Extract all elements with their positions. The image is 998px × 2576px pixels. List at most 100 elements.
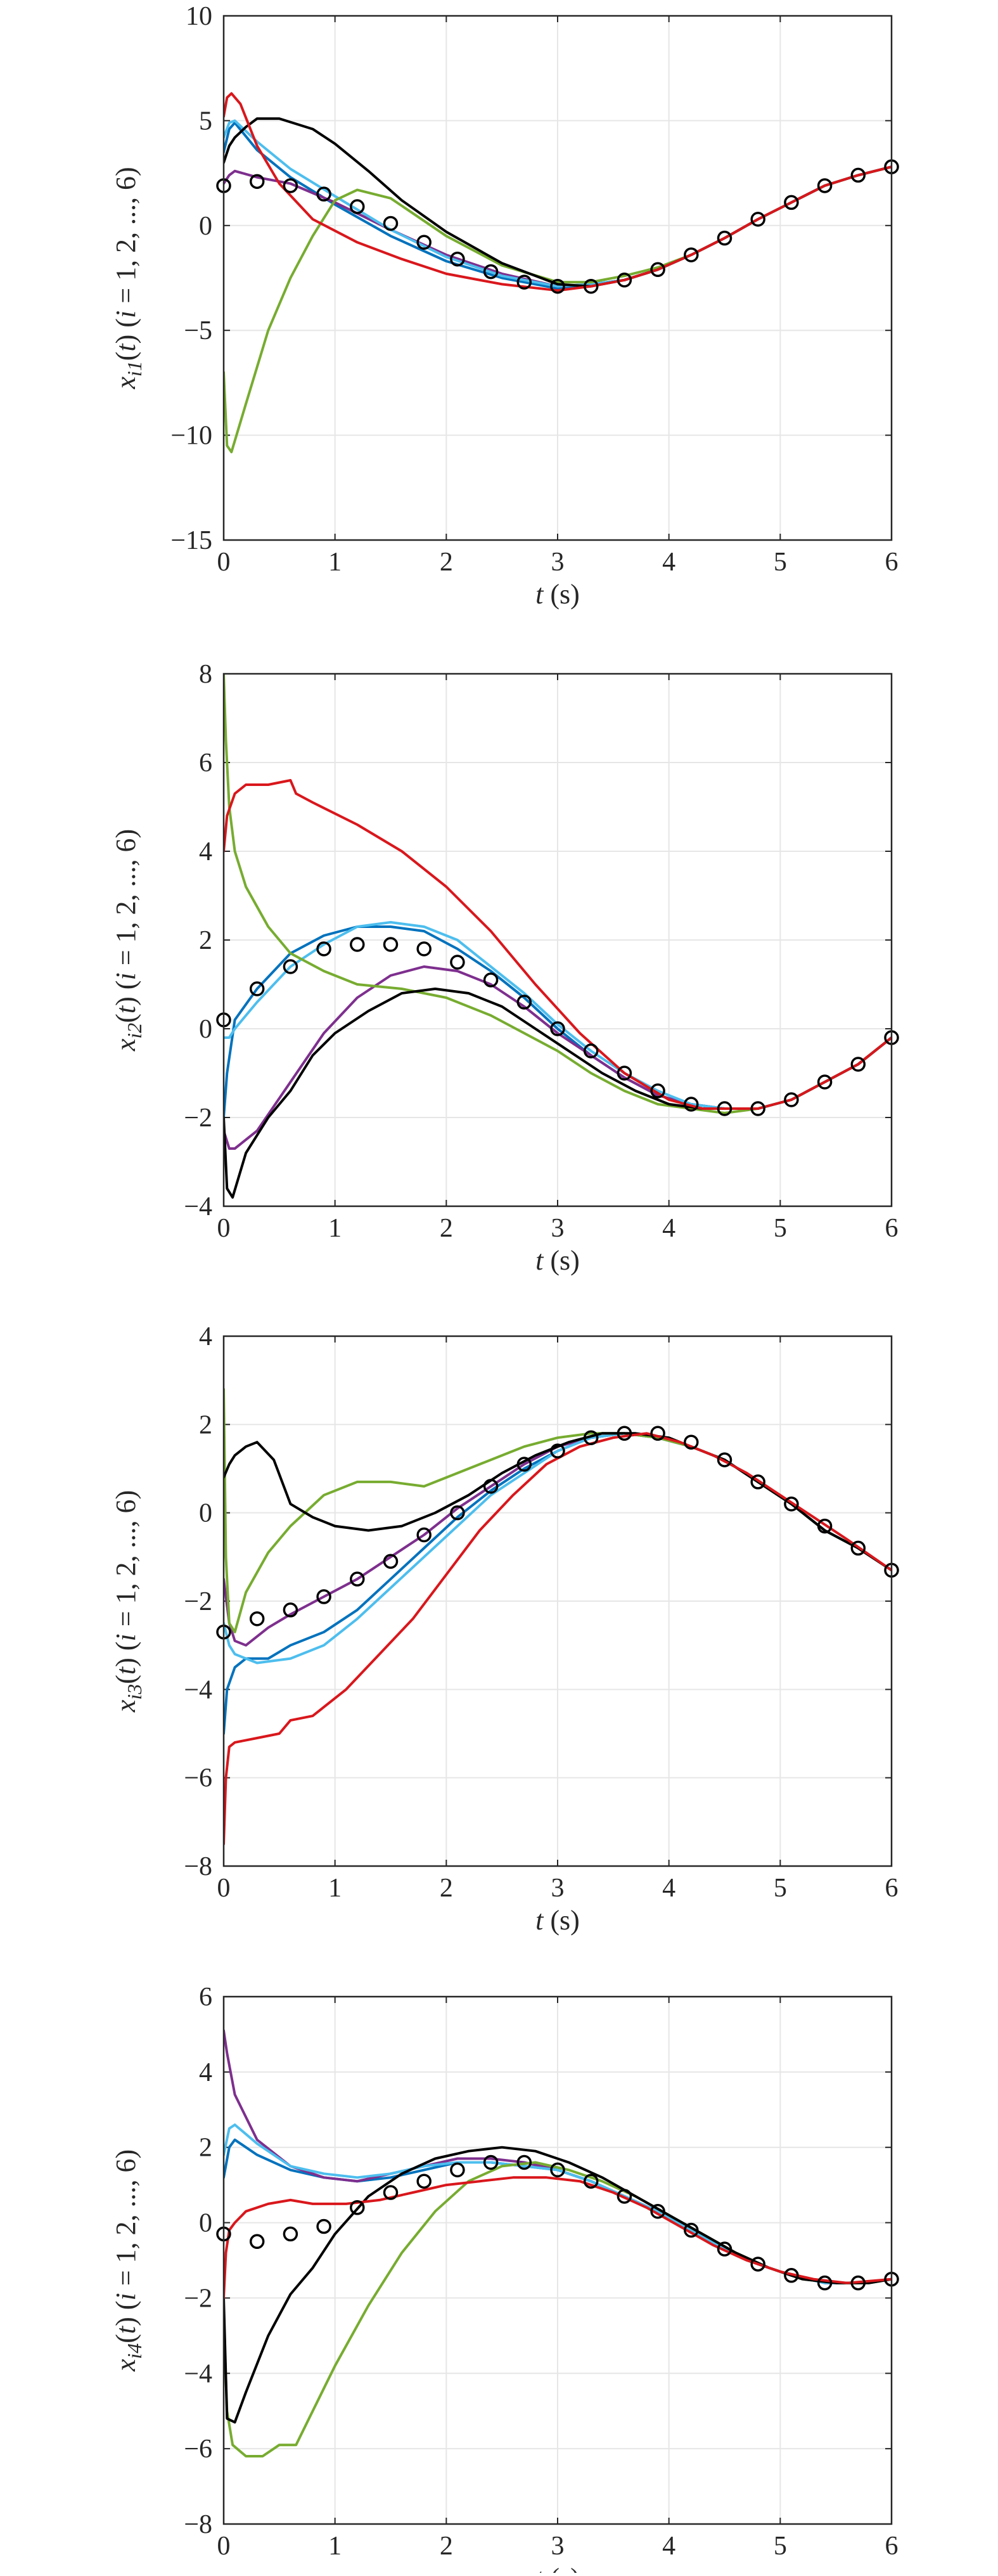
- y-tick-label: 2: [199, 1410, 212, 1439]
- x-tick-label: 0: [217, 548, 231, 577]
- x-tick-label: 6: [885, 548, 899, 577]
- x-tick-label: 3: [551, 2532, 565, 2561]
- reference-marker: [350, 1571, 365, 1587]
- reference-marker: [817, 1074, 833, 1090]
- y-tick-label: 6: [199, 1983, 212, 2012]
- y-tick-label: 0: [199, 212, 212, 241]
- reference-marker: [249, 981, 265, 996]
- reference-marker: [416, 235, 432, 250]
- chart-panel-3: 0 1 2 3 4 5 6 4 2 0 −2 −4 −6 −8 t (s) xi3(t) (i = 1, 2,…: [110, 1322, 899, 1936]
- x-axis-label: t (s): [535, 1245, 580, 1276]
- reference-marker: [249, 2234, 265, 2250]
- reference-marker: [684, 247, 699, 262]
- reference-marker: [316, 1589, 331, 1604]
- reference-marker: [583, 1430, 599, 1445]
- reference-marker: [483, 264, 499, 280]
- x-tick-label: 0: [217, 1874, 231, 1903]
- axes-frame: [222, 673, 893, 1208]
- reference-marker: [516, 2154, 532, 2170]
- y-tick-label: −2: [184, 1104, 212, 1133]
- y-tick-label: −10: [170, 422, 212, 451]
- reference-marker: [516, 995, 532, 1010]
- x-tick-label: 5: [774, 2532, 787, 2561]
- x-tick-label: 3: [551, 1214, 565, 1243]
- series-group: [224, 674, 892, 1199]
- reference-marker: [316, 186, 331, 202]
- reference-marker: [283, 1602, 298, 1618]
- x-tick-label: 2: [440, 2532, 453, 2561]
- series-line-6: [224, 2176, 892, 2300]
- reference-marker: [316, 941, 331, 956]
- x-tick-label: 1: [328, 2532, 342, 2561]
- reference-marker: [617, 1426, 632, 1441]
- x-tick-label: 2: [440, 548, 453, 577]
- y-tick-label: 0: [199, 1499, 212, 1528]
- x-tick-label: 6: [885, 1214, 899, 1243]
- x-tick-label: 1: [328, 1214, 342, 1243]
- reference-marker: [617, 2189, 632, 2204]
- x-tick-label: 4: [662, 548, 675, 577]
- y-tick-label: −6: [184, 2435, 212, 2464]
- y-tick-label: −8: [184, 2510, 212, 2539]
- reference-marker: [750, 1474, 765, 1490]
- series-line-6: [224, 92, 892, 292]
- reference-marker: [416, 1527, 432, 1543]
- reference-marker: [684, 1097, 699, 1112]
- reference-marker: [717, 1101, 733, 1116]
- reference-marker: [450, 1505, 465, 1521]
- x-axis-label: t (s): [535, 1905, 580, 1936]
- chart-panel-2: 0 1 2 3 4 5 6 8 6 4 2 0 −2 −4 t (s) xi2(t) (i = 1, 2, .…: [110, 660, 899, 1276]
- axes-frame: [222, 1995, 893, 2525]
- y-tick-label: 10: [186, 2, 212, 31]
- x-tick-label: 5: [774, 548, 787, 577]
- reference-marker: [416, 2174, 432, 2189]
- y-tick-label: −6: [184, 1764, 212, 1793]
- reference-marker: [383, 2185, 399, 2200]
- reference-marker: [817, 1518, 833, 1534]
- y-tick-label: 2: [199, 926, 212, 955]
- y-tick-label: 8: [199, 660, 212, 689]
- reference-marker: [750, 212, 765, 227]
- reference-marker: [650, 262, 665, 278]
- reference-marker: [383, 216, 399, 231]
- reference-marker: [850, 2275, 866, 2291]
- reference-marker: [350, 937, 365, 952]
- reference-marker: [717, 2241, 733, 2257]
- reference-marker: [717, 1452, 733, 1467]
- reference-marker: [784, 2268, 799, 2283]
- y-tick-label: −4: [184, 1192, 212, 1221]
- reference-marker: [550, 2162, 565, 2178]
- y-tick-label: −4: [184, 1675, 212, 1704]
- reference-marker: [684, 1434, 699, 1450]
- reference-marker: [450, 251, 465, 267]
- x-tick-label: 5: [774, 1214, 787, 1243]
- reference-marker: [684, 2222, 699, 2238]
- reference-marker: [850, 1057, 866, 1072]
- x-tick-label: 4: [662, 1214, 675, 1243]
- reference-marker: [650, 1083, 665, 1098]
- reference-marker: [550, 278, 565, 294]
- reference-marker: [383, 937, 399, 952]
- reference-marker: [483, 2154, 499, 2170]
- reference-marker: [283, 178, 298, 193]
- reference-marker: [249, 174, 265, 190]
- reference-marker: [483, 972, 499, 988]
- reference-marker: [850, 1540, 866, 1556]
- y-tick-label: 4: [199, 837, 212, 866]
- x-tick-label: 2: [440, 1214, 453, 1243]
- reference-marker: [750, 1101, 765, 1116]
- reference-marker: [817, 178, 833, 193]
- x-tick-label: 4: [662, 1874, 675, 1903]
- series-line-6: [224, 779, 892, 1110]
- reference-marker: [850, 167, 866, 183]
- reference-marker: [283, 2226, 298, 2242]
- x-tick-label: 6: [885, 1874, 899, 1903]
- x-axis-label: t (s): [535, 2563, 580, 2573]
- x-tick-label: 4: [662, 2532, 675, 2561]
- reference-marker: [583, 1043, 599, 1059]
- reference-marker: [650, 2203, 665, 2219]
- y-tick-label: 4: [199, 1322, 212, 1351]
- y-tick-label: −5: [184, 316, 212, 345]
